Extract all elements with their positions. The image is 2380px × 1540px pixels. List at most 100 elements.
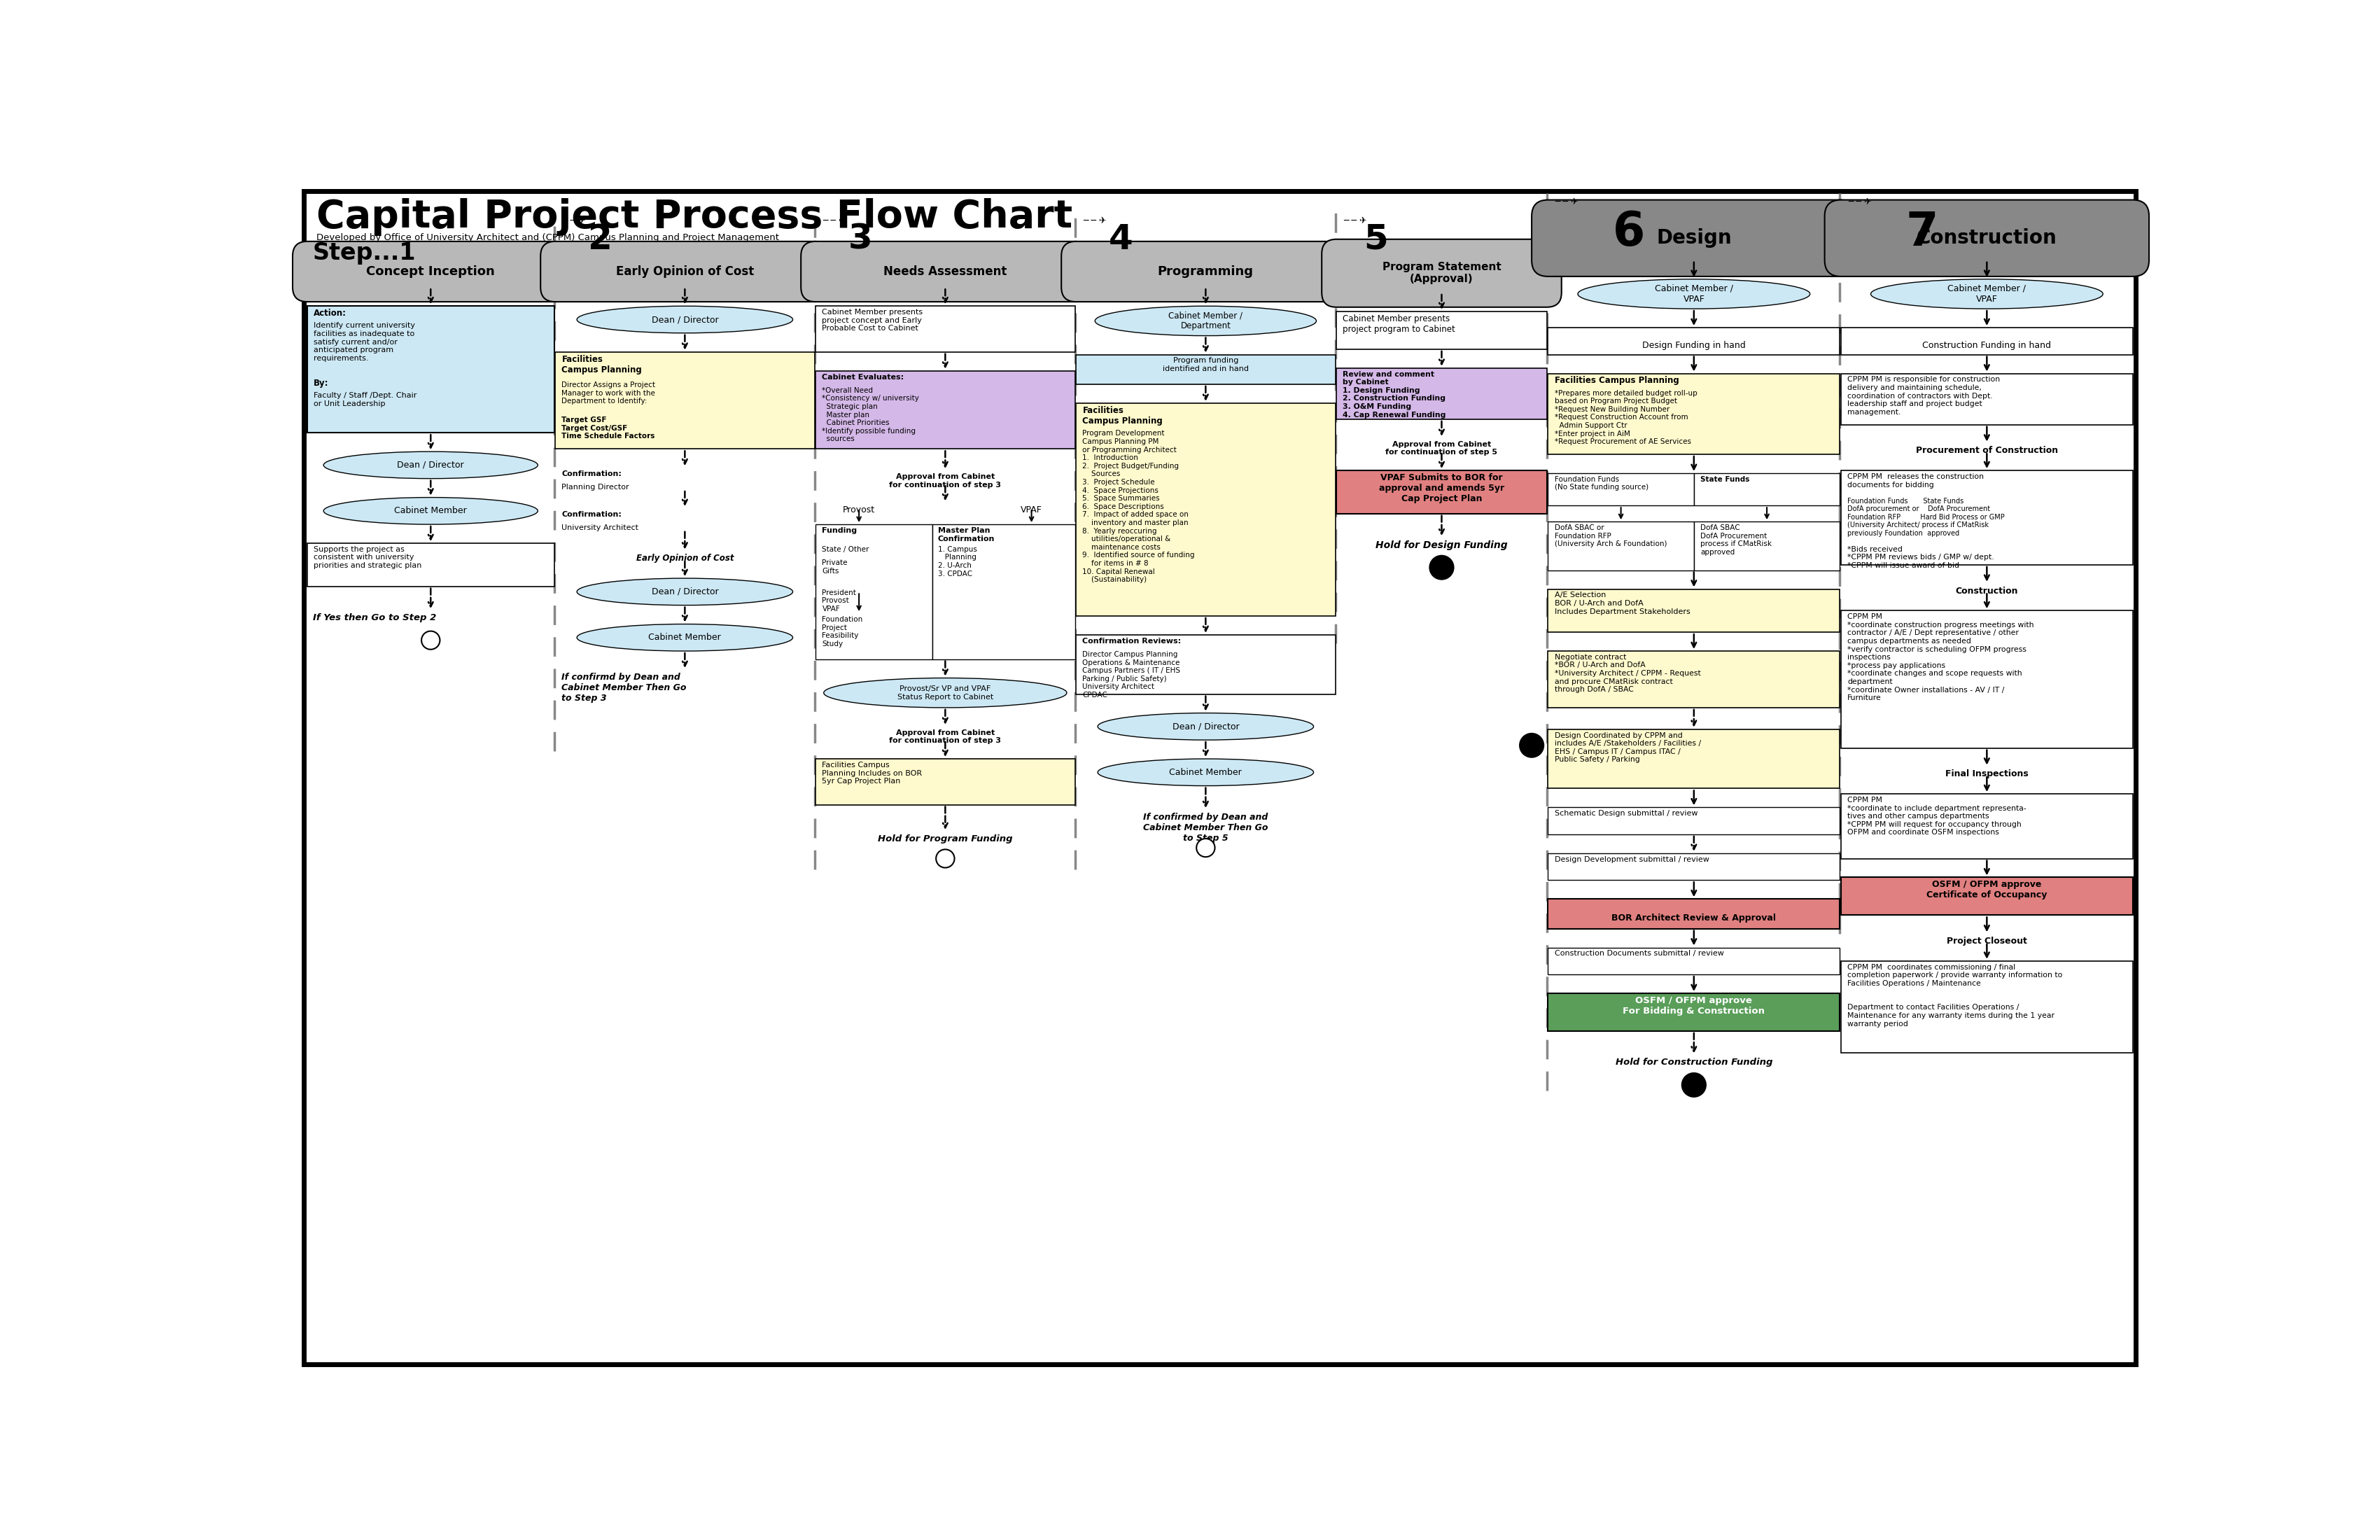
Text: *Overall Need
*Consistency w/ university
  Strategic plan
  Master plan
  Cabine: *Overall Need *Consistency w/ university… <box>821 387 919 442</box>
FancyBboxPatch shape <box>1338 368 1547 419</box>
Text: Project Closeout: Project Closeout <box>1947 936 2028 946</box>
Text: Director Campus Planning
Operations & Maintenance
Campus Partners ( IT / EHS
Par: Director Campus Planning Operations & Ma… <box>1083 651 1180 699</box>
Ellipse shape <box>1871 279 2104 308</box>
FancyBboxPatch shape <box>1840 961 2132 1053</box>
FancyBboxPatch shape <box>1695 522 1840 570</box>
FancyBboxPatch shape <box>1547 651 1840 708</box>
Text: DofA SBAC
DofA Procurement
process if CMatRisk
approved: DofA SBAC DofA Procurement process if CM… <box>1699 524 1771 556</box>
FancyBboxPatch shape <box>1076 403 1335 616</box>
FancyBboxPatch shape <box>305 191 2135 1364</box>
Text: Cabinet Member: Cabinet Member <box>395 507 466 516</box>
FancyBboxPatch shape <box>816 524 933 659</box>
Text: By:: By: <box>314 379 328 388</box>
FancyBboxPatch shape <box>1533 200 1856 277</box>
Text: Target GSF
Target Cost/GSF
Time Schedule Factors: Target GSF Target Cost/GSF Time Schedule… <box>562 417 654 440</box>
Ellipse shape <box>1097 759 1314 785</box>
Text: Private
Gifts: Private Gifts <box>821 559 847 574</box>
FancyBboxPatch shape <box>1547 807 1840 835</box>
Ellipse shape <box>1578 279 1811 308</box>
Text: Approval from Cabinet
for continuation of step 3: Approval from Cabinet for continuation o… <box>890 473 1002 488</box>
FancyBboxPatch shape <box>293 242 569 302</box>
Text: DofA SBAC or
Foundation RFP
(University Arch & Foundation): DofA SBAC or Foundation RFP (University … <box>1554 524 1666 548</box>
Text: Dean / Director: Dean / Director <box>1173 722 1240 732</box>
FancyBboxPatch shape <box>1825 200 2149 277</box>
FancyBboxPatch shape <box>1695 473 1840 505</box>
Text: *Bids received
*CPPM PM reviews bids / GMP w/ dept.
*CPPM will issue award of bi: *Bids received *CPPM PM reviews bids / G… <box>1847 545 1994 570</box>
Text: Cabinet Member presents
project concept and Early
Probable Cost to Cabinet: Cabinet Member presents project concept … <box>821 308 923 333</box>
Circle shape <box>1683 1073 1706 1096</box>
FancyBboxPatch shape <box>1840 471 2132 565</box>
Text: Hold for Design Funding: Hold for Design Funding <box>1376 541 1507 550</box>
Text: Cabinet Evaluates:: Cabinet Evaluates: <box>821 374 904 380</box>
Text: Dean / Director: Dean / Director <box>397 460 464 470</box>
Circle shape <box>1430 556 1454 579</box>
Text: Cabinet Member /
Department: Cabinet Member / Department <box>1169 311 1242 331</box>
FancyBboxPatch shape <box>307 306 555 433</box>
Ellipse shape <box>1095 306 1316 336</box>
FancyBboxPatch shape <box>1338 471 1547 514</box>
Text: Cabinet Member /
VPAF: Cabinet Member / VPAF <box>1947 285 2025 303</box>
Text: 2: 2 <box>588 222 612 256</box>
FancyBboxPatch shape <box>1547 947 1840 975</box>
FancyBboxPatch shape <box>1321 239 1561 306</box>
FancyBboxPatch shape <box>816 759 1076 804</box>
Text: State Funds: State Funds <box>1699 476 1749 484</box>
Text: Negotiate contract
*BOR / U-Arch and DofA
*University Architect / CPPM - Request: Negotiate contract *BOR / U-Arch and Dof… <box>1554 653 1702 693</box>
Text: Confirmation:: Confirmation: <box>562 471 621 477</box>
Text: Facilities Campus
Planning Includes on BOR
5yr Cap Project Plan: Facilities Campus Planning Includes on B… <box>821 762 923 785</box>
Text: Dean / Director: Dean / Director <box>652 587 719 596</box>
Text: Cabinet Member /
VPAF: Cabinet Member / VPAF <box>1654 285 1733 303</box>
Text: ─ ─ ✈: ─ ─ ✈ <box>1554 197 1578 206</box>
Text: 5: 5 <box>1364 222 1388 256</box>
Text: Provost: Provost <box>843 505 876 514</box>
Text: Early Opinion of Cost: Early Opinion of Cost <box>635 554 733 564</box>
FancyBboxPatch shape <box>1076 634 1335 695</box>
FancyBboxPatch shape <box>307 544 555 587</box>
Ellipse shape <box>576 306 793 333</box>
Text: Construction: Construction <box>1916 228 2056 248</box>
Text: CPPM PM
*coordinate construction progress meetings with
contractor / A/E / Dept : CPPM PM *coordinate construction progres… <box>1847 613 2035 702</box>
Text: Needs Assessment: Needs Assessment <box>883 265 1007 277</box>
Text: Procurement of Construction: Procurement of Construction <box>1916 447 2059 456</box>
Text: Cabinet Member presents
project program to Cabinet: Cabinet Member presents project program … <box>1342 314 1457 334</box>
Text: Dean / Director: Dean / Director <box>652 316 719 323</box>
Text: A/E Selection
BOR / U-Arch and DofA
Includes Department Stakeholders: A/E Selection BOR / U-Arch and DofA Incl… <box>1554 591 1690 614</box>
FancyBboxPatch shape <box>1840 795 2132 859</box>
Text: Identify current university
facilities as inadequate to
satisfy current and/or
a: Identify current university facilities a… <box>314 322 414 362</box>
FancyBboxPatch shape <box>1547 522 1695 570</box>
Circle shape <box>421 631 440 650</box>
Text: CPPM PM
*coordinate to include department representa-
tives and other campus dep: CPPM PM *coordinate to include departmen… <box>1847 796 2025 836</box>
Text: Approval from Cabinet
for continuation of step 3: Approval from Cabinet for continuation o… <box>890 730 1002 744</box>
Text: CPPM PM  coordinates commissioning / final
completion paperwork / provide warran: CPPM PM coordinates commissioning / fina… <box>1847 964 2063 987</box>
FancyBboxPatch shape <box>1547 473 1695 505</box>
Text: 4: 4 <box>1109 222 1133 256</box>
Text: Funding: Funding <box>821 527 857 534</box>
Text: 6: 6 <box>1614 209 1645 256</box>
Ellipse shape <box>324 497 538 524</box>
Circle shape <box>935 850 954 867</box>
Text: Design: Design <box>1656 228 1733 248</box>
Text: Foundation Funds
(No State funding source): Foundation Funds (No State funding sourc… <box>1554 476 1649 491</box>
FancyBboxPatch shape <box>1547 899 1840 929</box>
Text: CPPM PM  releases the construction
documents for bidding: CPPM PM releases the construction docume… <box>1847 473 1985 488</box>
Text: Approval from Cabinet
for continuation of step 5: Approval from Cabinet for continuation o… <box>1385 440 1497 456</box>
Text: President
Provost
VPAF: President Provost VPAF <box>821 588 857 613</box>
Ellipse shape <box>1097 713 1314 741</box>
Ellipse shape <box>324 451 538 479</box>
Ellipse shape <box>576 624 793 651</box>
Text: Construction Documents submittal / review: Construction Documents submittal / revie… <box>1554 950 1723 958</box>
Text: ─ ─ ✈: ─ ─ ✈ <box>1847 197 1871 206</box>
Text: ─ ─ ✈: ─ ─ ✈ <box>562 216 585 225</box>
Text: Capital Project Process Flow Chart: Capital Project Process Flow Chart <box>317 199 1073 236</box>
Text: University Architect: University Architect <box>562 524 638 531</box>
Text: If Yes then Go to Step 2: If Yes then Go to Step 2 <box>312 613 436 622</box>
FancyBboxPatch shape <box>1547 853 1840 881</box>
Text: Step...1: Step...1 <box>312 242 416 265</box>
Ellipse shape <box>823 678 1066 707</box>
Text: Faculty / Staff /Dept. Chair
or Unit Leadership: Faculty / Staff /Dept. Chair or Unit Lea… <box>314 393 416 408</box>
Text: Department to contact Facilities Operations /
Maintenance for any warranty items: Department to contact Facilities Operati… <box>1847 1004 2054 1027</box>
Text: Confirmation:: Confirmation: <box>562 511 621 517</box>
Text: Foundation
Project
Feasibility
Study: Foundation Project Feasibility Study <box>821 616 864 647</box>
Text: Construction: Construction <box>1956 587 2018 596</box>
Text: Facilities Campus Planning: Facilities Campus Planning <box>1554 376 1678 385</box>
